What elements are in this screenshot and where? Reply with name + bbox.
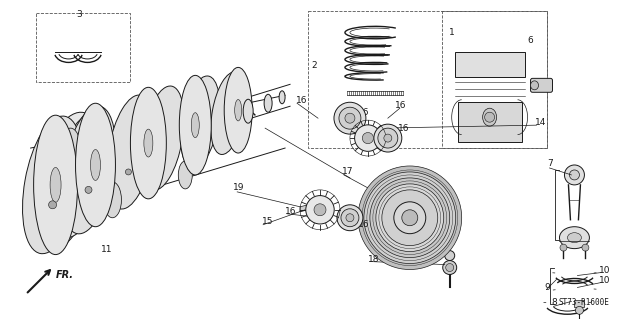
Circle shape	[446, 264, 454, 271]
Ellipse shape	[178, 161, 192, 189]
Text: 8: 8	[552, 298, 557, 307]
Ellipse shape	[31, 112, 100, 252]
Ellipse shape	[224, 68, 252, 153]
Bar	[36, 13, 131, 82]
Ellipse shape	[103, 182, 122, 218]
Circle shape	[560, 244, 567, 251]
Ellipse shape	[531, 81, 538, 90]
Circle shape	[341, 209, 359, 227]
Ellipse shape	[140, 124, 156, 156]
Circle shape	[569, 170, 580, 180]
Ellipse shape	[61, 128, 80, 168]
Ellipse shape	[106, 95, 154, 209]
Text: 16: 16	[398, 124, 410, 132]
Circle shape	[394, 202, 426, 234]
Circle shape	[339, 107, 361, 129]
Circle shape	[306, 196, 334, 224]
Circle shape	[355, 125, 381, 151]
Polygon shape	[455, 52, 524, 77]
Text: 1: 1	[448, 28, 454, 37]
Circle shape	[358, 166, 462, 269]
Circle shape	[345, 113, 355, 123]
Text: 19: 19	[233, 183, 245, 192]
Ellipse shape	[559, 227, 589, 249]
Bar	[308, 11, 547, 148]
Circle shape	[443, 260, 457, 275]
Text: 12: 12	[228, 84, 240, 93]
Ellipse shape	[279, 91, 285, 104]
Text: 16: 16	[296, 96, 308, 105]
Circle shape	[378, 128, 398, 148]
Ellipse shape	[141, 86, 184, 190]
Ellipse shape	[211, 72, 245, 155]
Ellipse shape	[50, 167, 61, 202]
Bar	[575, 300, 584, 307]
Circle shape	[485, 112, 494, 122]
Circle shape	[445, 251, 455, 260]
Circle shape	[362, 132, 373, 144]
Text: 16: 16	[358, 220, 369, 229]
Ellipse shape	[22, 116, 83, 254]
Ellipse shape	[131, 87, 166, 199]
Circle shape	[384, 134, 392, 142]
Ellipse shape	[62, 106, 115, 234]
Text: 18: 18	[368, 255, 380, 264]
Ellipse shape	[264, 94, 272, 112]
Ellipse shape	[181, 76, 220, 168]
Text: 13: 13	[230, 104, 241, 113]
Ellipse shape	[179, 76, 211, 175]
Circle shape	[382, 190, 438, 246]
Circle shape	[314, 204, 326, 216]
Text: 10: 10	[599, 266, 611, 275]
Text: 2: 2	[311, 61, 317, 70]
Text: 10: 10	[599, 276, 611, 285]
Text: 17: 17	[342, 167, 354, 176]
Circle shape	[564, 165, 584, 185]
Circle shape	[48, 201, 57, 209]
Ellipse shape	[144, 129, 153, 157]
Circle shape	[346, 214, 354, 222]
Text: FR.: FR.	[55, 269, 74, 279]
Circle shape	[374, 124, 402, 152]
Text: 16: 16	[358, 108, 369, 117]
Text: 15: 15	[262, 217, 274, 226]
Text: 14: 14	[534, 118, 546, 127]
Text: 9: 9	[545, 283, 550, 292]
Polygon shape	[300, 205, 308, 212]
Text: 7: 7	[547, 159, 554, 169]
Text: 16: 16	[285, 207, 297, 216]
Circle shape	[575, 306, 583, 314]
Circle shape	[364, 172, 455, 264]
Text: 3: 3	[76, 10, 82, 19]
Circle shape	[376, 184, 444, 252]
Bar	[441, 11, 547, 148]
Ellipse shape	[234, 100, 241, 121]
Ellipse shape	[76, 103, 115, 227]
Circle shape	[85, 186, 92, 193]
Text: 6: 6	[527, 36, 533, 45]
Ellipse shape	[243, 99, 253, 123]
Ellipse shape	[50, 112, 111, 238]
Circle shape	[370, 178, 450, 258]
Circle shape	[402, 210, 418, 226]
Ellipse shape	[191, 113, 199, 138]
FancyBboxPatch shape	[531, 78, 552, 92]
Circle shape	[125, 169, 131, 175]
Circle shape	[334, 102, 366, 134]
Text: 16: 16	[395, 101, 406, 110]
Bar	[458, 102, 522, 142]
Text: ST73-R1600E: ST73-R1600E	[559, 298, 610, 307]
Circle shape	[337, 205, 363, 231]
Ellipse shape	[483, 108, 497, 126]
Ellipse shape	[90, 149, 101, 180]
Ellipse shape	[568, 233, 582, 243]
Text: 11: 11	[101, 245, 112, 254]
Circle shape	[582, 244, 589, 251]
Ellipse shape	[34, 115, 78, 255]
